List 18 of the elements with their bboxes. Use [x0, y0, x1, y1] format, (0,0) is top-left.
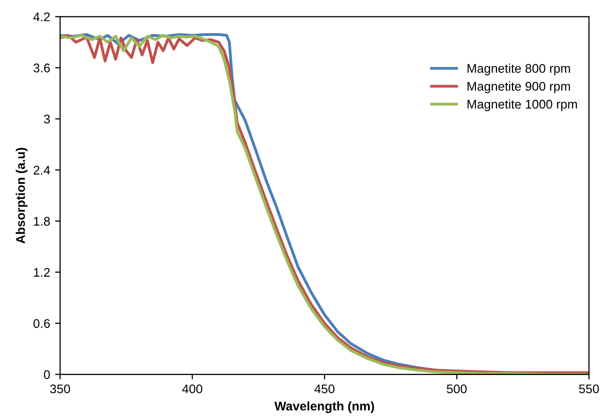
y-tick-label: 4.2 [33, 12, 50, 22]
y-tick-label: 1.8 [34, 216, 50, 226]
legend-label: Magnetite 900 rpm [468, 82, 570, 94]
x-tick-label: 450 [314, 384, 334, 394]
x-tick-label: 400 [182, 384, 202, 394]
y-axis-title: Absorption (a.u) [16, 148, 28, 244]
x-tick-label: 350 [50, 384, 70, 394]
y-tick-label: 2.4 [34, 166, 50, 174]
legend-label: Magnetite 1000 rpm [468, 99, 577, 112]
y-tick-label: 3 [44, 114, 50, 124]
y-tick-label: 3.6 [33, 64, 50, 72]
y-tick-label: 0 [44, 370, 50, 380]
legend-label: Magnetite 800 rpm [468, 64, 570, 76]
x-tick-label: 500 [446, 384, 467, 394]
y-tick-label: 1.2 [34, 268, 50, 277]
x-tick-label: 550 [579, 384, 599, 394]
x-axis-title: Wavelength (nm) [274, 401, 374, 414]
y-tick-label: 0.6 [33, 319, 50, 328]
